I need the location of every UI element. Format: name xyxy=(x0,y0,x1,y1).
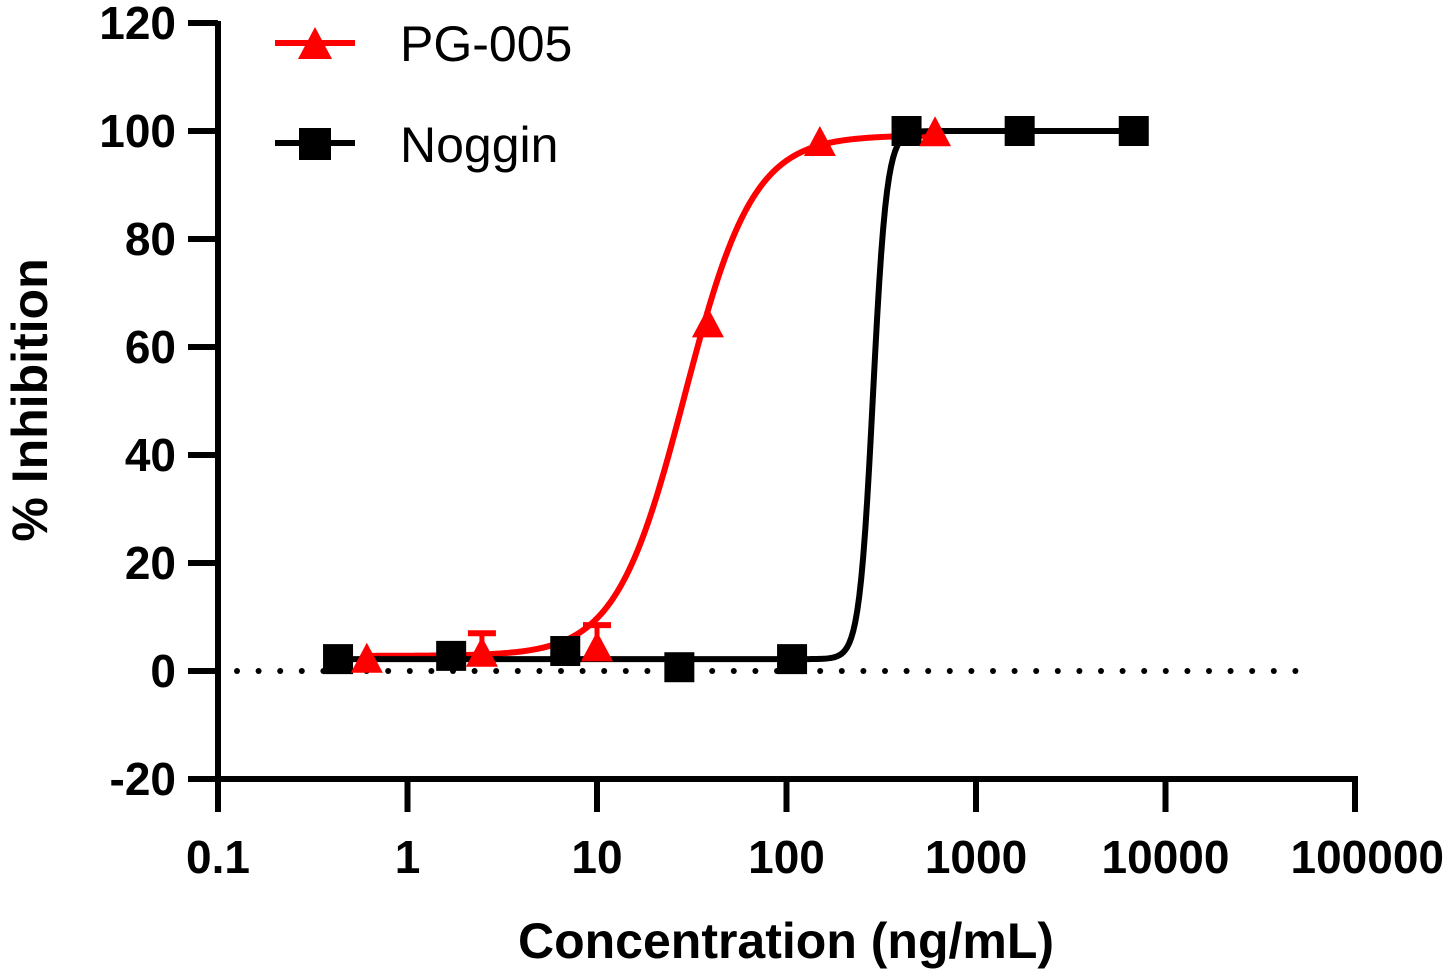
reference-line-dot xyxy=(1227,668,1234,674)
reference-line-dot xyxy=(1054,668,1061,674)
reference-line-dot xyxy=(622,668,629,674)
reference-line-dot xyxy=(1033,668,1040,674)
reference-line-dot xyxy=(514,668,521,674)
zero-reference-line-layer xyxy=(234,668,1299,674)
data-point-noggin xyxy=(664,652,695,683)
data-point-noggin xyxy=(1004,116,1035,146)
reference-line-dot xyxy=(860,668,867,674)
fit-curve-pg-005 xyxy=(365,132,937,659)
reference-line-dot xyxy=(1292,668,1299,674)
reference-line-dot xyxy=(752,668,759,674)
data-point-noggin xyxy=(436,640,467,671)
reference-line-dot xyxy=(1249,668,1256,674)
x-tick-label: 10000 xyxy=(1102,831,1230,883)
reference-line-dot xyxy=(579,668,586,674)
data-point-pg-005 xyxy=(581,631,613,662)
y-tick-label: 60 xyxy=(125,321,176,373)
reference-line-dot xyxy=(1162,668,1169,674)
x-tick-label: 100 xyxy=(748,831,825,883)
y-axis-ticks: -20 0 20 40 60 80 100 120 xyxy=(99,0,218,805)
axes xyxy=(188,21,1358,812)
y-axis-title: % Inhibition xyxy=(2,258,58,541)
reference-line-dot xyxy=(406,668,413,674)
data-point-pg-005 xyxy=(465,636,498,667)
reference-line-dot xyxy=(903,668,910,674)
legend-label-noggin: Noggin xyxy=(400,117,558,173)
data-point-noggin xyxy=(1118,116,1149,146)
legend-item-pg-005: PG-005 xyxy=(275,16,572,72)
reference-line-dot xyxy=(1141,668,1148,674)
reference-line-dot xyxy=(1270,668,1277,674)
y-tick-label: 20 xyxy=(125,537,176,589)
y-tick-label: 0 xyxy=(150,645,176,697)
reference-line-dot xyxy=(730,668,737,674)
reference-line-dot xyxy=(1206,668,1212,674)
reference-line-dot xyxy=(601,668,608,674)
fit-curve-noggin xyxy=(337,128,1135,663)
reference-line-dot xyxy=(471,668,478,674)
legend-label-pg-005: PG-005 xyxy=(400,16,572,72)
data-point-noggin xyxy=(777,644,808,675)
x-tick-label: 0.1 xyxy=(186,831,250,883)
y-tick-label: -20 xyxy=(110,753,176,805)
data-point-pg-005 xyxy=(919,116,952,147)
data-point-noggin xyxy=(891,116,922,146)
x-axis-ticks: 0.1 1 10 100 1000 10000 100000 xyxy=(186,779,1444,883)
x-tick-label: 1 xyxy=(395,831,421,883)
reference-line-dot xyxy=(277,668,284,674)
y-tick-label: 40 xyxy=(125,429,176,481)
y-tick-label: 80 xyxy=(125,213,176,265)
reference-line-dot xyxy=(838,668,845,674)
reference-line-dot xyxy=(385,668,392,674)
reference-line-dot xyxy=(255,668,262,674)
reference-line-dot xyxy=(709,668,716,674)
y-tick-label: 120 xyxy=(99,0,176,49)
fit-curves xyxy=(337,128,1135,663)
legend-marker-triangle-icon xyxy=(298,27,332,59)
reference-line-dot xyxy=(234,668,240,674)
reference-line-dot xyxy=(817,668,824,674)
x-tick-label: 1000 xyxy=(925,831,1027,883)
reference-line-dot xyxy=(536,668,543,674)
data-point-pg-005 xyxy=(803,125,836,156)
reference-line-dot xyxy=(990,668,996,674)
reference-line-dot xyxy=(968,668,975,674)
reference-line-dot xyxy=(1119,668,1126,674)
legend-marker-square-icon xyxy=(299,128,331,160)
reference-line-dot xyxy=(558,668,564,674)
reference-line-dot xyxy=(1076,668,1083,674)
reference-line-dot xyxy=(1184,668,1191,674)
reference-line-dot xyxy=(925,668,932,674)
legend-item-noggin: Noggin xyxy=(275,117,558,173)
reference-line-dot xyxy=(298,668,305,674)
reference-line-dot xyxy=(946,668,953,674)
legend: PG-005 Noggin xyxy=(275,16,572,173)
reference-line-dot xyxy=(428,668,435,674)
x-tick-label: 10 xyxy=(571,831,622,883)
reference-line-dot xyxy=(644,668,651,674)
reference-line-dot xyxy=(1011,668,1018,674)
data-point-noggin xyxy=(323,644,354,675)
x-axis-title: Concentration (ng/mL) xyxy=(518,913,1054,969)
reference-line-dot xyxy=(493,668,500,674)
data-points xyxy=(323,116,1149,683)
y-tick-label: 100 xyxy=(99,105,176,157)
x-tick-label: 100000 xyxy=(1291,831,1445,883)
data-point-pg-005 xyxy=(350,642,383,673)
data-point-noggin xyxy=(550,636,581,667)
reference-line-dot xyxy=(882,668,888,674)
reference-line-dot xyxy=(1098,668,1104,674)
data-point-pg-005 xyxy=(691,307,724,338)
